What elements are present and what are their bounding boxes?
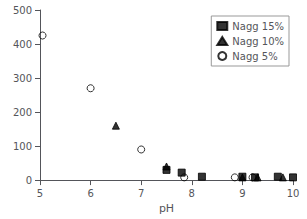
svg-text:500: 500 <box>13 5 32 16</box>
svg-text:Nagg 15%: Nagg 15% <box>232 21 284 32</box>
svg-text:6: 6 <box>87 188 93 199</box>
svg-text:pH: pH <box>159 202 174 215</box>
svg-text:5: 5 <box>37 188 43 199</box>
svg-text:0: 0 <box>26 175 32 186</box>
svg-text:8: 8 <box>189 188 195 199</box>
svg-text:100: 100 <box>13 141 32 152</box>
svg-text:200: 200 <box>13 107 32 118</box>
svg-text:7: 7 <box>138 188 144 199</box>
svg-text:Nagg 5%: Nagg 5% <box>232 51 277 62</box>
svg-text:400: 400 <box>13 39 32 50</box>
svg-text:10: 10 <box>287 188 300 199</box>
svg-text:9: 9 <box>239 188 245 199</box>
svg-text:300: 300 <box>13 73 32 84</box>
svg-text:Nagg 10%: Nagg 10% <box>232 36 284 47</box>
